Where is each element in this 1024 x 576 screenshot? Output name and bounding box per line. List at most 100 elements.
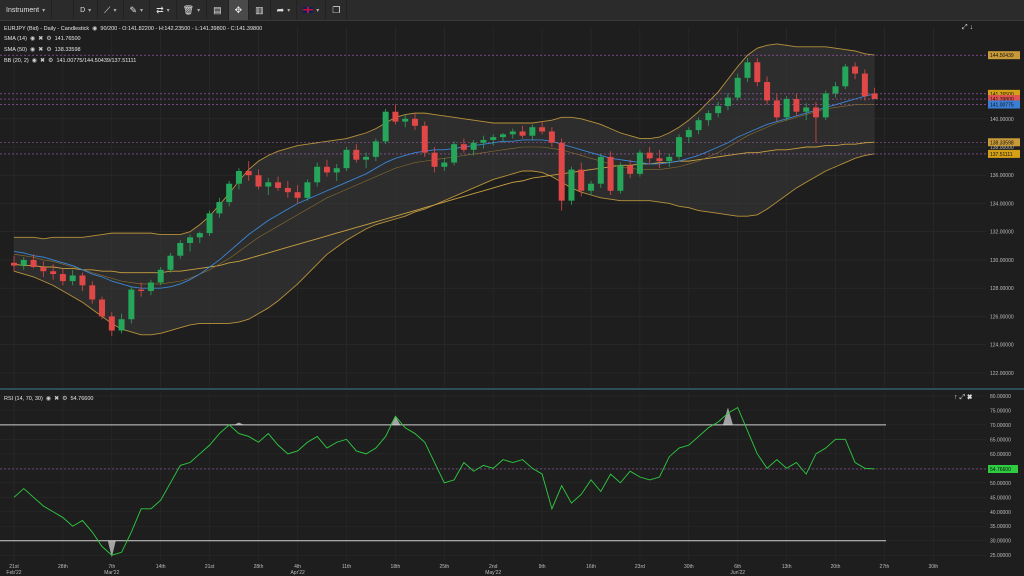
candle-body <box>108 316 115 331</box>
indicator-tool-button[interactable]: ✥ <box>228 0 250 20</box>
candle-body <box>754 62 761 83</box>
candle <box>421 121 428 157</box>
candle-body <box>294 192 301 198</box>
time-month-label: May'22 <box>485 570 501 576</box>
language-button[interactable]: ▾ <box>297 0 327 20</box>
time-tick-label: 9th <box>539 564 546 570</box>
candle-body <box>138 289 145 291</box>
bb-legend: BB (20, 2) ◉ ✖ ⚙ 141.00775/144.50439/137… <box>4 57 137 65</box>
popout-button[interactable]: ❐ <box>326 0 348 20</box>
candle <box>529 124 536 140</box>
time-tick-label: 14th <box>156 564 166 570</box>
candle <box>822 90 829 121</box>
arrow-down-icon[interactable]: ↓ <box>969 24 974 31</box>
candle-body <box>431 152 438 167</box>
eye-icon[interactable]: ◉ <box>29 36 36 42</box>
candle-body <box>666 156 673 162</box>
rsi-tick-label: 60.00000 <box>990 452 1011 458</box>
candle-body <box>314 166 321 183</box>
candle <box>138 282 145 297</box>
price-badge-bg <box>988 100 1020 109</box>
gear-icon[interactable]: ⚙ <box>46 36 52 42</box>
gear-icon[interactable]: ⚙ <box>48 58 54 64</box>
price-badge-label: 144.50439 <box>990 53 1014 59</box>
candle <box>588 180 595 195</box>
bb-upper-line <box>14 43 875 240</box>
candle-body <box>69 275 76 282</box>
candle-body <box>832 86 839 94</box>
draw-tool-button[interactable]: ✎ ▾ <box>124 0 151 20</box>
price-tick-label: 122.00000 <box>990 371 1014 377</box>
candle <box>636 149 643 177</box>
candle <box>852 62 859 80</box>
expand-icon[interactable]: ⤢ <box>962 24 968 31</box>
time-tick-label: 23rd <box>635 564 645 570</box>
pencil-icon: ✎ <box>129 4 138 15</box>
price-tick-label: 136.00000 <box>990 173 1014 179</box>
candle-body <box>607 156 614 191</box>
candle <box>157 267 164 286</box>
candle-body <box>822 93 829 118</box>
candle <box>597 154 604 188</box>
arrow-up-icon[interactable]: ↑ <box>954 394 958 401</box>
rsi-tick-label: 80.00000 <box>990 394 1011 400</box>
bb-value: 141.00775/144.50439/137.51111 <box>56 57 137 64</box>
candle-body <box>118 319 125 331</box>
timeframe-label: D <box>80 6 86 14</box>
line-tool-button[interactable]: ⟋ ▾ <box>98 0 124 20</box>
price-chart[interactable]: 140.00000 138.00000 136.00000 134.00000 132.… <box>0 21 1024 576</box>
candle <box>167 252 174 273</box>
bar-chart-tool-button[interactable]: ▥ <box>249 0 271 20</box>
candle-body <box>30 259 37 267</box>
gear-icon[interactable]: ⚙ <box>62 396 68 402</box>
share-tool-button[interactable]: ➦ ▾ <box>271 0 298 20</box>
timeframe-dropdown[interactable]: D ▾ <box>74 0 99 20</box>
candle-body <box>196 233 203 238</box>
candle <box>460 138 467 153</box>
close-icon[interactable]: ✖ <box>967 394 973 401</box>
rsi-overbought-fill <box>722 407 733 425</box>
chart-legend-title: EURJPY (Bid) - Daily - Candlestick ◉ 90/… <box>4 25 262 33</box>
price-badge-label: 137.51111 <box>990 152 1013 158</box>
candle-body <box>59 274 66 282</box>
candle-body <box>206 213 213 234</box>
time-month-label: Feb'22 <box>6 570 21 576</box>
candle <box>343 147 350 171</box>
candle <box>695 117 702 135</box>
eye-icon[interactable]: ◉ <box>31 58 38 64</box>
time-tick-label: 30th <box>928 564 938 570</box>
candle <box>470 139 477 156</box>
candle <box>118 313 125 334</box>
candle <box>333 163 340 181</box>
candle-body <box>333 168 340 173</box>
instrument-dropdown[interactable]: Instrument ▾ <box>0 0 53 20</box>
price-tick-label: 134.00000 <box>990 201 1014 207</box>
price-axis: 140.00000 138.00000 136.00000 134.00000 132.… <box>988 51 1020 377</box>
time-month-label: Jun'22 <box>730 570 745 576</box>
eye-icon[interactable]: ◉ <box>92 26 98 32</box>
pane-controls-rsi: ↑ ⤢ ✖ <box>954 394 972 402</box>
time-month-label: Apr'22 <box>290 570 305 576</box>
compare-tool-button[interactable]: ⇄ ▾ <box>150 0 177 20</box>
close-icon[interactable]: ✖ <box>54 396 60 402</box>
time-tick-label: 21st <box>9 564 19 570</box>
trend-line-icon: ⟋ <box>104 4 111 15</box>
time-tick-label: 28th <box>58 564 68 570</box>
price-tick-label: 132.00000 <box>990 230 1014 236</box>
close-icon[interactable]: ✖ <box>38 47 44 53</box>
candle-body <box>382 111 389 142</box>
candle <box>363 152 370 169</box>
template-tool-button[interactable]: 🗑︎ ▾ <box>177 0 208 20</box>
layout-tool-button[interactable]: ▤ <box>207 0 229 20</box>
expand-icon[interactable]: ⤢ <box>959 394 966 401</box>
candle-body <box>89 285 96 300</box>
price-badge-bg <box>988 138 1020 147</box>
rsi-badge-bg <box>988 464 1018 473</box>
gear-icon[interactable]: ⚙ <box>46 47 52 53</box>
eye-icon[interactable]: ◉ <box>29 47 36 53</box>
candle <box>490 134 497 146</box>
close-icon[interactable]: ✖ <box>38 36 44 42</box>
close-icon[interactable]: ✖ <box>40 58 46 64</box>
eye-icon[interactable]: ◉ <box>45 396 52 402</box>
price-badge-label: 141.00775 <box>990 103 1014 109</box>
